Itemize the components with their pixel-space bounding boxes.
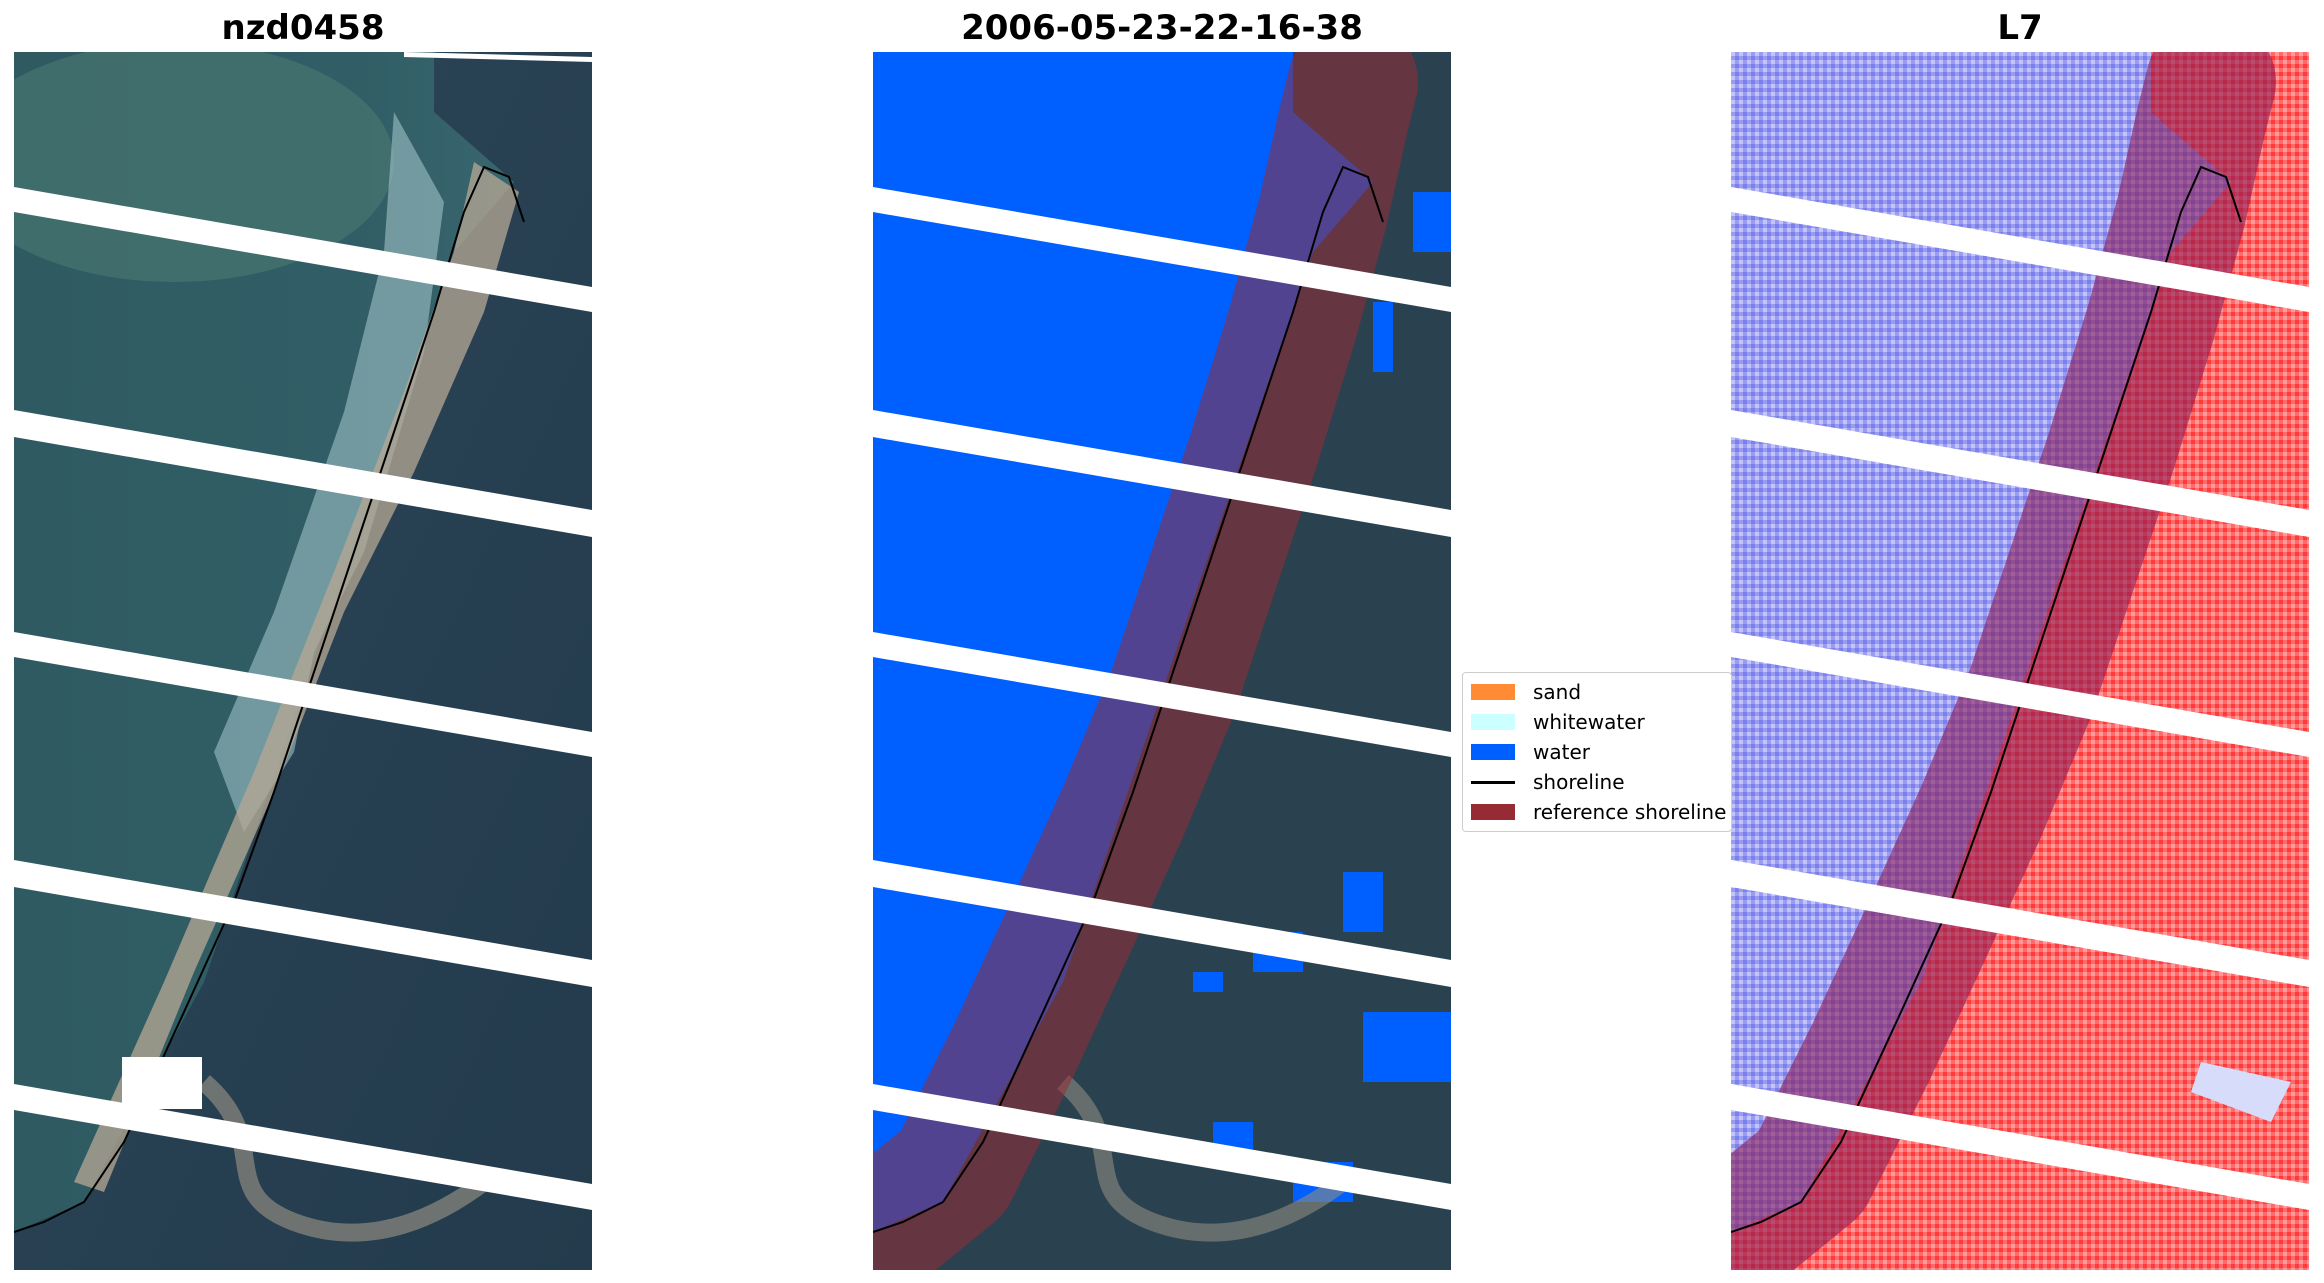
reference-shoreline-swatch bbox=[1471, 804, 1515, 820]
classification-image bbox=[873, 52, 1451, 1270]
panel-title-date: 2006-05-23-22-16-38 bbox=[961, 8, 1363, 48]
index-panel bbox=[1731, 52, 2309, 1270]
legend: sand whitewater water shoreline referenc… bbox=[1462, 672, 1732, 832]
index-image bbox=[1731, 52, 2309, 1270]
water-swatch bbox=[1471, 744, 1515, 760]
legend-item-reference-shoreline: reference shoreline bbox=[1463, 797, 1726, 827]
panel-title-rgb: nzd0458 bbox=[221, 8, 385, 48]
classification-panel bbox=[873, 52, 1451, 1270]
rgb-image-panel bbox=[14, 52, 592, 1270]
whitewater-swatch bbox=[1471, 714, 1515, 730]
legend-item-water: water bbox=[1463, 737, 1590, 767]
legend-label: whitewater bbox=[1533, 710, 1645, 734]
legend-item-shoreline: shoreline bbox=[1463, 767, 1625, 797]
legend-label: sand bbox=[1533, 680, 1582, 704]
sand-swatch bbox=[1471, 684, 1515, 700]
legend-label: water bbox=[1533, 740, 1590, 764]
legend-label: reference shoreline bbox=[1533, 800, 1727, 824]
legend-label: shoreline bbox=[1533, 770, 1625, 794]
panel-title-sensor: L7 bbox=[1997, 8, 2043, 48]
rgb-image bbox=[14, 52, 592, 1270]
shoreline-line-swatch bbox=[1471, 780, 1515, 784]
legend-item-whitewater: whitewater bbox=[1463, 707, 1645, 737]
legend-item-sand: sand bbox=[1463, 677, 1581, 707]
